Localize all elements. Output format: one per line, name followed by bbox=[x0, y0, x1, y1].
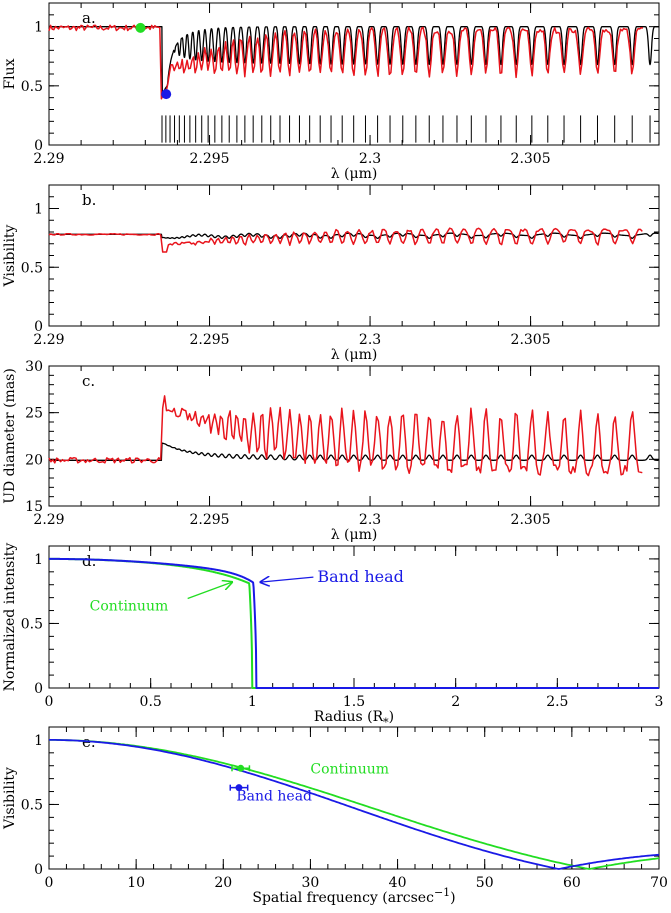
y-tick-label: 0.5 bbox=[21, 797, 43, 813]
y-tick-label: 30 bbox=[25, 359, 43, 375]
x-tick-label: 1.5 bbox=[343, 694, 365, 710]
x-tick-label: 20 bbox=[214, 875, 232, 891]
y-axis-label: Visibility bbox=[2, 767, 18, 830]
y-tick-label: 1 bbox=[34, 733, 43, 749]
x-tick-label: 2.29 bbox=[33, 512, 64, 528]
panel-tag: d. bbox=[82, 552, 96, 570]
y-tick-label: 0 bbox=[34, 319, 43, 335]
y-tick-label: 15 bbox=[25, 499, 43, 515]
plot-frame bbox=[48, 726, 660, 870]
x-axis-label-sub: * bbox=[383, 716, 389, 729]
x-tick-label: 0 bbox=[45, 875, 54, 891]
annotation-label: Band head bbox=[236, 789, 312, 805]
y-tick-label: 0 bbox=[34, 862, 43, 878]
data-point-continuum bbox=[237, 764, 245, 772]
y-tick-label: 0.5 bbox=[21, 616, 43, 632]
y-tick-label: 0 bbox=[34, 681, 43, 697]
observed-visibility-line bbox=[48, 227, 643, 253]
y-axis-label: Flux bbox=[2, 58, 18, 89]
x-tick-label: 2.29 bbox=[33, 151, 64, 167]
panel-a-flux: 2.29 2.295 2.3 2.305 0 0.5 1 a. Flux λ (μm) bbox=[2, 2, 660, 182]
x-tick-label: 2 bbox=[451, 694, 460, 710]
observed-diameter-line bbox=[48, 395, 643, 477]
x-tick-label: 0 bbox=[45, 694, 54, 710]
x-tick-label: 2.3 bbox=[359, 151, 381, 167]
y-axis-label: UD diameter (mas) bbox=[2, 368, 18, 504]
x-axis-label: λ (μm) bbox=[331, 527, 378, 543]
y-axis-label: Normalized intensity bbox=[2, 543, 18, 692]
data-point-band-head bbox=[235, 784, 243, 792]
y-tick-label: 1 bbox=[34, 552, 43, 568]
x-axis-label-main: Radius (R bbox=[314, 709, 384, 725]
x-tick-label: 2.295 bbox=[189, 151, 229, 167]
x-tick-label: 3 bbox=[655, 694, 664, 710]
x-tick-label: 1 bbox=[248, 694, 257, 710]
x-tick-label: 2.3 bbox=[359, 512, 381, 528]
x-axis-label: Radius (R*) bbox=[314, 709, 394, 729]
x-axis-label: λ (μm) bbox=[331, 166, 378, 182]
y-tick-label: 20 bbox=[25, 452, 43, 468]
y-tick-label: 25 bbox=[25, 406, 43, 422]
y-tick-label: 1 bbox=[34, 20, 43, 36]
x-tick-label: 2.305 bbox=[511, 151, 551, 167]
x-tick-label: 2.305 bbox=[511, 512, 551, 528]
annotation-label: Band head bbox=[317, 567, 403, 586]
x-tick-label: 2.3 bbox=[359, 332, 381, 348]
y-tick-label: 1 bbox=[34, 202, 43, 218]
series-band-head-profile bbox=[48, 557, 660, 689]
annotation-label: Continuum bbox=[310, 761, 389, 777]
y-tick-label: 0 bbox=[34, 138, 43, 154]
annotation-arrow bbox=[260, 577, 314, 582]
x-tick-label: 2.305 bbox=[511, 332, 551, 348]
series-band-head-visibility bbox=[49, 739, 660, 870]
x-tick-label: 0.5 bbox=[140, 694, 162, 710]
x-tick-label: 2.29 bbox=[33, 332, 64, 348]
y-tick-label: 0.5 bbox=[21, 79, 43, 95]
panel-d-intensity-profile: 0 0.5 1 1.5 2 2.5 3 0 0.5 1 d. Normalized intensity… bbox=[2, 543, 663, 729]
x-axis-label-main: Spatial frequency (arcsec bbox=[252, 890, 434, 906]
panel-tag: a. bbox=[82, 9, 96, 27]
panel-b-visibility: 2.29 2.295 2.3 2.305 0 0.5 1 b. Visibility λ (μm) bbox=[2, 184, 660, 363]
x-tick-label: 60 bbox=[563, 875, 581, 891]
annotation-arrow bbox=[187, 582, 232, 600]
panel-c-ud-diameter: 2.29 2.295 2.3 2.305 15 20 25 30 c. UD diameter (… bbox=[2, 359, 660, 543]
plot-frame bbox=[48, 365, 660, 507]
series-continuum-visibility bbox=[49, 739, 660, 870]
annotation-label: Continuum bbox=[90, 599, 169, 615]
observed-spectrum-line bbox=[48, 24, 644, 100]
y-tick-label: 0.5 bbox=[21, 260, 43, 276]
x-axis-label-end: ) bbox=[389, 709, 394, 725]
x-tick-label: 2.295 bbox=[189, 512, 229, 528]
x-tick-label: 2.295 bbox=[189, 332, 229, 348]
x-tick-label: 40 bbox=[389, 875, 407, 891]
x-axis-label-sup: −1 bbox=[434, 886, 450, 899]
x-tick-label: 2.5 bbox=[546, 694, 568, 710]
x-tick-label: 70 bbox=[650, 875, 668, 891]
y-axis-label: Visibility bbox=[2, 224, 18, 287]
x-axis-label-end: ) bbox=[450, 890, 455, 906]
x-tick-label: 50 bbox=[476, 875, 494, 891]
x-tick-label: 10 bbox=[127, 875, 145, 891]
x-axis-label: λ (μm) bbox=[331, 347, 378, 363]
plot-frame bbox=[48, 184, 660, 327]
marker-band-head bbox=[161, 89, 172, 100]
x-axis-label: Spatial frequency (arcsec−1) bbox=[252, 886, 455, 906]
marker-continuum bbox=[135, 22, 146, 33]
x-tick-label: 30 bbox=[302, 875, 320, 891]
panel-tag: c. bbox=[82, 372, 95, 390]
panel-tag: b. bbox=[82, 191, 96, 209]
